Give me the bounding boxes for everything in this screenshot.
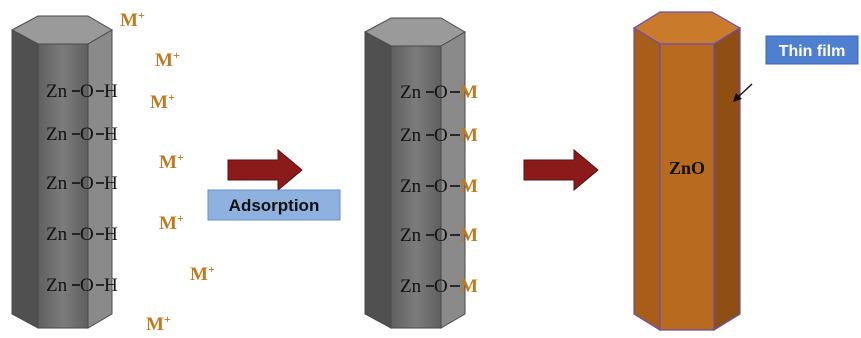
zn-atom: Zn xyxy=(46,124,68,145)
adsorption-label-text: Adsorption xyxy=(229,196,320,215)
pointer-arrowhead xyxy=(733,93,742,102)
process-arrow-2 xyxy=(523,148,599,192)
m-atom: M xyxy=(460,225,478,246)
zn-atom: Zn xyxy=(400,225,422,246)
adsorption-label: Adsorption xyxy=(207,189,341,221)
thin-film-label-text: Thin film xyxy=(779,43,846,60)
rod-1-left-face xyxy=(11,29,39,329)
bond-row: Zn O H xyxy=(46,124,118,145)
process-arrow-1 xyxy=(227,148,303,192)
bond-row: Zn O H xyxy=(46,275,118,296)
zno-label: ZnO xyxy=(669,158,705,178)
rod-3-left-face xyxy=(633,26,661,332)
zn-atom: Zn xyxy=(46,173,68,194)
rod-3 xyxy=(632,11,742,332)
o-atom: O xyxy=(434,82,448,103)
bond-row: Zn O M xyxy=(400,276,478,297)
bond-row: Zn O M xyxy=(400,82,478,103)
h-atom: H xyxy=(104,275,118,296)
o-atom: O xyxy=(434,225,448,246)
thin-film-callout: Thin film xyxy=(733,35,859,102)
bond-row: Zn O H xyxy=(46,173,118,194)
metal-ion: M+ xyxy=(190,262,215,285)
bond-row: Zn O M xyxy=(400,125,478,146)
rod-2-right-face xyxy=(440,31,466,329)
metal-ion: M+ xyxy=(159,150,184,173)
bond-row: Zn O H xyxy=(46,224,118,245)
zn-atom: Zn xyxy=(46,224,68,245)
metal-ion: M+ xyxy=(159,211,184,234)
rod-1-bonds: Zn O H Zn O H Zn O H Zn O H Zn xyxy=(46,81,118,296)
o-atom: O xyxy=(434,276,448,297)
metal-ion: M+ xyxy=(155,48,180,71)
metal-ion: M+ xyxy=(120,8,145,31)
metal-ions: M+ M+ M+ M+ M+ M+ M+ xyxy=(120,8,215,335)
o-atom: O xyxy=(434,176,448,197)
metal-ion: M+ xyxy=(146,312,171,333)
rod-1 xyxy=(10,15,113,329)
bond-row: Zn O M xyxy=(400,176,478,197)
rod-2-left-face xyxy=(364,31,392,329)
m-atom: M xyxy=(460,276,478,297)
bond-row: Zn O M xyxy=(400,225,478,246)
rod-3-front-face xyxy=(659,43,715,331)
zn-atom: Zn xyxy=(400,276,422,297)
thin-film-label-box xyxy=(765,35,859,65)
h-atom: H xyxy=(104,124,118,145)
m-atom: M xyxy=(460,125,478,146)
h-atom: H xyxy=(104,173,118,194)
bond-row: Zn O H xyxy=(46,81,118,102)
o-atom: O xyxy=(80,173,94,194)
zn-atom: Zn xyxy=(400,82,422,103)
o-atom: O xyxy=(434,125,448,146)
zn-atom: Zn xyxy=(400,125,422,146)
zn-atom: Zn xyxy=(400,176,422,197)
zn-atom: Zn xyxy=(46,275,68,296)
h-atom: H xyxy=(104,81,118,102)
metal-ion: M+ xyxy=(150,90,175,113)
pointer-line xyxy=(736,83,753,99)
o-atom: O xyxy=(80,81,94,102)
o-atom: O xyxy=(80,275,94,296)
rod-1-right-face xyxy=(87,29,113,329)
rod-2 xyxy=(363,17,466,329)
m-atom: M xyxy=(460,176,478,197)
rod-2-bonds: Zn O M Zn O M Zn O M Zn O M Zn xyxy=(400,82,478,297)
rod-3-right-face xyxy=(713,26,741,332)
m-atom: M xyxy=(460,82,478,103)
o-atom: O xyxy=(80,224,94,245)
h-atom: H xyxy=(104,224,118,245)
zn-atom: Zn xyxy=(46,81,68,102)
adsorption-label-box xyxy=(207,189,341,221)
o-atom: O xyxy=(80,124,94,145)
